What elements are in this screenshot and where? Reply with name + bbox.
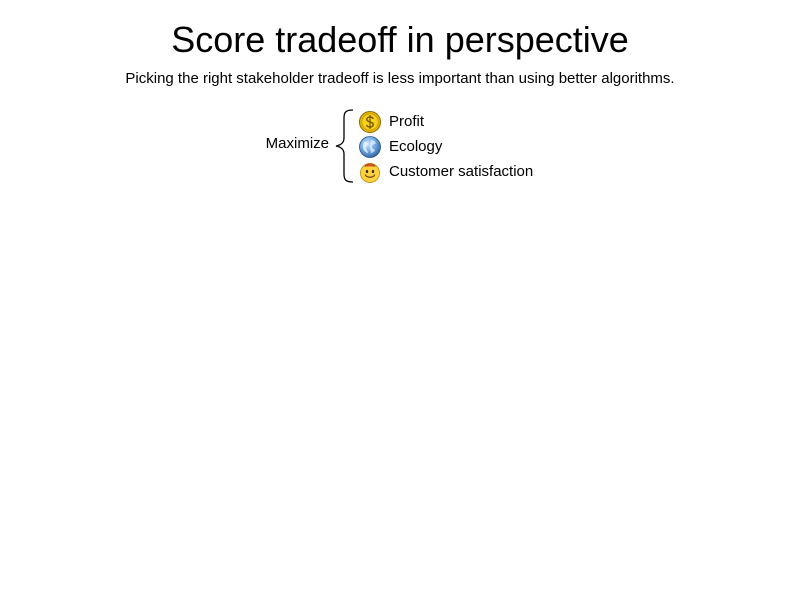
- objective-label-ecology: Ecology: [389, 138, 443, 155]
- smiley-face-icon: [360, 163, 380, 183]
- slide-subtitle: Picking the right stakeholder tradeoff i…: [125, 70, 675, 87]
- globe-icon: [359, 136, 381, 158]
- maximize-label: Maximize: [265, 135, 329, 152]
- objective-label-customer-satisfaction: Customer satisfaction: [389, 163, 534, 180]
- objective-label-profit: Profit: [389, 113, 425, 130]
- dollar-coin-icon: [359, 111, 381, 133]
- slide-title: Score tradeoff in perspective: [171, 19, 629, 60]
- curly-brace: [335, 109, 354, 183]
